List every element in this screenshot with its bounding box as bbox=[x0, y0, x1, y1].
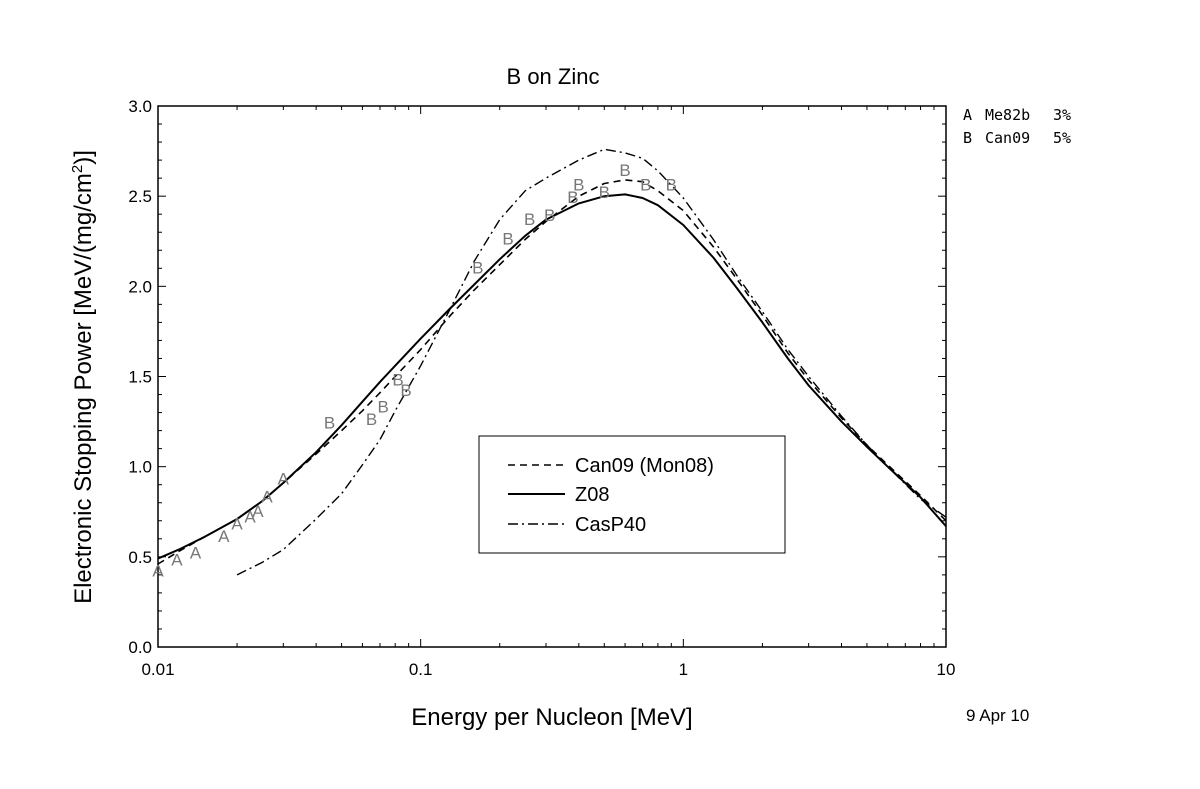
data-marker-b: B bbox=[472, 258, 483, 277]
y-tick-label: 0.5 bbox=[128, 548, 152, 567]
data-marker-b: B bbox=[502, 230, 513, 249]
y-axis-label-tail: )] bbox=[70, 150, 97, 165]
data-source-legend: A Me82b 3% B Can09 5% bbox=[963, 106, 1071, 147]
y-axis-ticks: 0.0 0.5 1.0 1.5 2.0 2.5 3.0 bbox=[128, 97, 946, 657]
y-axis-label: Electronic Stopping Power [MeV/(mg/cm2)] bbox=[69, 150, 97, 604]
legend-label-z08: Z08 bbox=[575, 484, 609, 506]
y-tick-label: 2.0 bbox=[128, 277, 152, 296]
data-marker-b: B bbox=[567, 188, 578, 207]
y-axis-label-sup: 2 bbox=[69, 165, 86, 173]
data-marker-b: B bbox=[524, 210, 535, 229]
date-stamp: 9 Apr 10 bbox=[966, 706, 1029, 725]
source-b-label: Can09 bbox=[985, 129, 1030, 147]
data-marker-a: A bbox=[231, 515, 243, 534]
data-marker-b: B bbox=[366, 410, 377, 429]
data-marker-a: A bbox=[261, 488, 273, 507]
x-tick-label: 0.1 bbox=[409, 660, 433, 679]
data-marker-b: B bbox=[666, 176, 677, 195]
source-b-marker: B bbox=[963, 129, 972, 147]
data-marker-b: B bbox=[599, 183, 610, 202]
data-marker-b: B bbox=[392, 370, 403, 389]
series-lines bbox=[157, 148, 947, 576]
source-a-label: Me82b bbox=[985, 106, 1030, 124]
chart-title: B on Zinc bbox=[507, 64, 600, 89]
data-marker-b: B bbox=[573, 176, 584, 195]
source-b-error: 5% bbox=[1053, 129, 1071, 147]
data-marker-a: A bbox=[252, 502, 264, 521]
legend: Can09 (Mon08) Z08 CasP40 bbox=[478, 435, 786, 554]
data-marker-a: A bbox=[278, 469, 290, 488]
y-tick-label: 1.0 bbox=[128, 458, 152, 477]
data-marker-a: A bbox=[171, 551, 183, 570]
x-tick-label: 1 bbox=[679, 660, 688, 679]
source-a-marker: A bbox=[963, 106, 972, 124]
legend-label-can09: Can09 (Mon08) bbox=[575, 455, 714, 477]
data-marker-b: B bbox=[324, 414, 335, 433]
plot-frame bbox=[157, 105, 947, 648]
data-marker-a: A bbox=[190, 543, 202, 562]
y-tick-label: 2.5 bbox=[128, 187, 152, 206]
x-tick-label: 10 bbox=[937, 660, 956, 679]
y-tick-label: 3.0 bbox=[128, 97, 152, 116]
x-tick-label: 0.01 bbox=[141, 660, 174, 679]
data-marker-a: A bbox=[244, 507, 256, 526]
x-axis-label: Energy per Nucleon [MeV] bbox=[411, 704, 692, 731]
y-tick-label: 1.5 bbox=[128, 368, 152, 387]
legend-label-casp40: CasP40 bbox=[575, 514, 646, 536]
data-marker-a: A bbox=[152, 561, 164, 580]
series-line-solid bbox=[157, 193, 947, 560]
source-a-error: 3% bbox=[1053, 106, 1071, 124]
series-line-dashed bbox=[157, 179, 947, 565]
data-marker-b: B bbox=[619, 161, 630, 180]
data-marker-a: A bbox=[218, 527, 230, 546]
data-marker-b: B bbox=[400, 381, 411, 400]
series-line-dashdot bbox=[236, 148, 947, 576]
x-axis-ticks: 0.01 0.1 1 10 bbox=[141, 106, 955, 679]
data-marker-b: B bbox=[378, 397, 389, 416]
y-axis-label-main: Electronic Stopping Power [MeV/(mg/cm bbox=[70, 173, 97, 604]
y-tick-label: 0.0 bbox=[128, 638, 152, 657]
data-marker-b: B bbox=[640, 176, 651, 195]
data-marker-b: B bbox=[544, 206, 555, 225]
